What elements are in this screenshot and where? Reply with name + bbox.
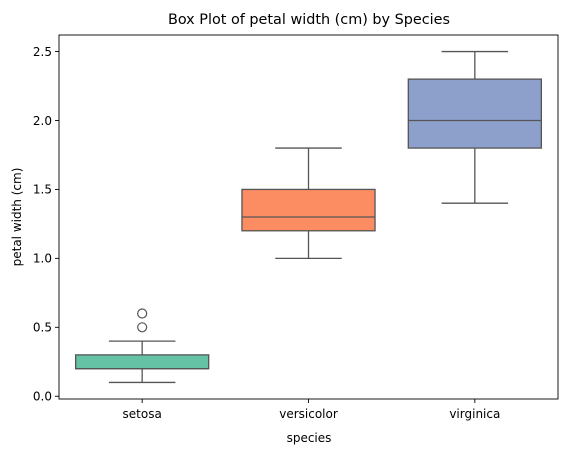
boxes-layer — [76, 52, 542, 383]
box-virginica — [408, 52, 541, 204]
box-versicolor — [242, 148, 375, 258]
x-axis: setosa versicolor virginica — [123, 399, 501, 421]
y-tick-label: 1.5 — [33, 183, 52, 197]
box-setosa — [76, 309, 209, 382]
y-axis: 0.0 0.5 1.0 1.5 2.0 2.5 — [33, 45, 59, 404]
box-iqr — [76, 355, 209, 369]
y-tick-label: 0.5 — [33, 321, 52, 335]
outlier-point — [138, 309, 147, 318]
outlier-point — [138, 323, 147, 332]
y-tick-label: 1.0 — [33, 252, 52, 266]
x-tick-label: setosa — [123, 407, 162, 421]
y-tick-label: 2.0 — [33, 114, 52, 128]
y-tick-label: 0.0 — [33, 390, 52, 404]
x-axis-label: species — [287, 431, 332, 445]
chart-title: Box Plot of petal width (cm) by Species — [168, 12, 450, 28]
x-tick-label: virginica — [449, 407, 500, 421]
x-tick-label: versicolor — [279, 407, 338, 421]
y-axis-label: petal width (cm) — [10, 168, 24, 267]
box-iqr — [408, 79, 541, 148]
box-iqr — [242, 189, 375, 230]
y-tick-label: 2.5 — [33, 45, 52, 59]
